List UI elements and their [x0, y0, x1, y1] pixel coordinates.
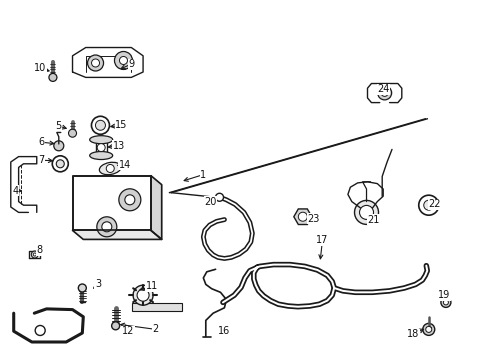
Circle shape — [216, 193, 223, 201]
Text: 19: 19 — [439, 290, 451, 300]
Circle shape — [52, 156, 68, 172]
Text: 6: 6 — [39, 137, 45, 147]
Circle shape — [97, 144, 105, 152]
Text: 3: 3 — [95, 279, 101, 289]
Text: 15: 15 — [115, 120, 128, 130]
Text: 14: 14 — [119, 160, 131, 170]
Circle shape — [88, 55, 103, 71]
Circle shape — [119, 189, 141, 211]
Text: 18: 18 — [407, 329, 419, 339]
Text: 17: 17 — [316, 235, 329, 246]
Text: 5: 5 — [56, 121, 62, 131]
Circle shape — [125, 195, 135, 205]
Text: 21: 21 — [367, 215, 380, 225]
Text: 2: 2 — [153, 324, 159, 334]
Circle shape — [69, 129, 76, 137]
Text: 4: 4 — [13, 186, 19, 196]
Circle shape — [298, 212, 307, 221]
Text: 11: 11 — [146, 281, 158, 291]
Text: 13: 13 — [113, 141, 125, 151]
Text: 7: 7 — [39, 155, 45, 165]
Text: 22: 22 — [428, 199, 441, 210]
Circle shape — [424, 200, 434, 210]
Circle shape — [419, 195, 439, 215]
Polygon shape — [151, 176, 162, 239]
Circle shape — [31, 251, 38, 258]
Ellipse shape — [90, 152, 113, 159]
Text: 10: 10 — [34, 63, 47, 73]
Circle shape — [35, 325, 45, 336]
Circle shape — [381, 89, 388, 96]
Text: 1: 1 — [200, 170, 206, 180]
Circle shape — [56, 160, 64, 168]
Text: 23: 23 — [307, 214, 320, 224]
Circle shape — [78, 284, 86, 292]
Circle shape — [443, 300, 448, 305]
Circle shape — [33, 253, 36, 256]
Ellipse shape — [99, 162, 121, 175]
Circle shape — [112, 322, 120, 330]
Text: 12: 12 — [122, 326, 135, 336]
Polygon shape — [73, 230, 162, 239]
Circle shape — [54, 141, 64, 151]
Circle shape — [137, 289, 149, 301]
Ellipse shape — [90, 136, 113, 144]
Text: 16: 16 — [218, 326, 230, 336]
Text: 20: 20 — [204, 197, 217, 207]
Text: 24: 24 — [377, 84, 390, 94]
Circle shape — [423, 323, 435, 336]
Circle shape — [102, 222, 112, 232]
Circle shape — [96, 120, 105, 130]
Circle shape — [378, 86, 392, 100]
Text: 9: 9 — [128, 59, 134, 69]
Circle shape — [133, 285, 153, 305]
Circle shape — [115, 51, 132, 69]
Circle shape — [355, 201, 378, 224]
Text: 8: 8 — [36, 245, 42, 255]
Polygon shape — [294, 209, 312, 225]
Circle shape — [97, 217, 117, 237]
Circle shape — [106, 165, 114, 172]
Circle shape — [120, 57, 127, 64]
Circle shape — [49, 73, 57, 81]
Bar — [132, 303, 182, 311]
Circle shape — [360, 206, 373, 219]
Circle shape — [426, 327, 432, 332]
Circle shape — [441, 297, 451, 307]
Circle shape — [92, 59, 99, 67]
Circle shape — [92, 116, 109, 134]
